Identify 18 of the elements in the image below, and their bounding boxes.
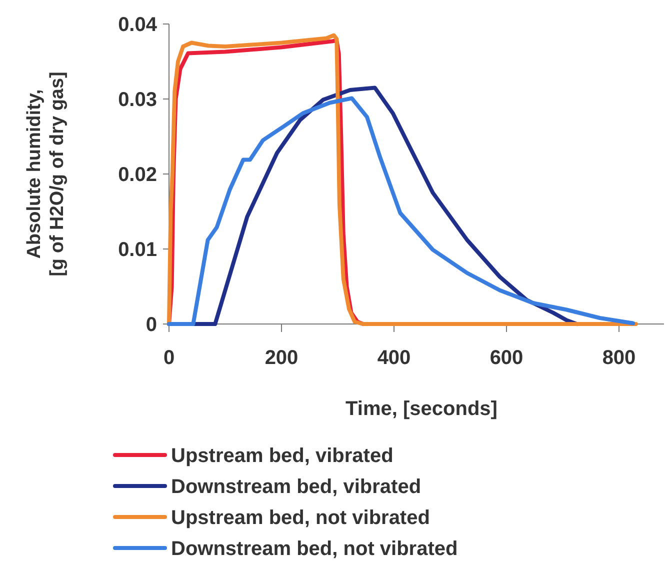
y-axis-title: Absolute humidity, [g of H2O/g of dry gas] (24, 72, 68, 276)
line-series (167, 33, 638, 326)
y-tick-label: 0.01 (118, 239, 157, 261)
y-tick-label: 0.04 (118, 14, 158, 36)
legend-label: Downstream bed, not vibrated (171, 538, 458, 560)
x-tick-label: 400 (377, 347, 411, 369)
x-axis-title: Time, [seconds] (346, 398, 498, 420)
x-tick-label: 800 (602, 347, 636, 369)
line-series (167, 96, 636, 326)
legend-label: Downstream bed, vibrated (171, 476, 422, 498)
y-tick-label: 0.02 (118, 164, 157, 186)
x-tick-label: 200 (264, 347, 298, 369)
legend-label: Upstream bed, not vibrated (171, 507, 430, 529)
legend-label: Upstream bed, vibrated (171, 445, 394, 467)
x-tick-label: 600 (490, 347, 524, 369)
y-tick-label: 0.03 (118, 89, 157, 111)
y-tick-label: 0 (146, 314, 157, 336)
x-tick-label: 0 (163, 347, 175, 369)
